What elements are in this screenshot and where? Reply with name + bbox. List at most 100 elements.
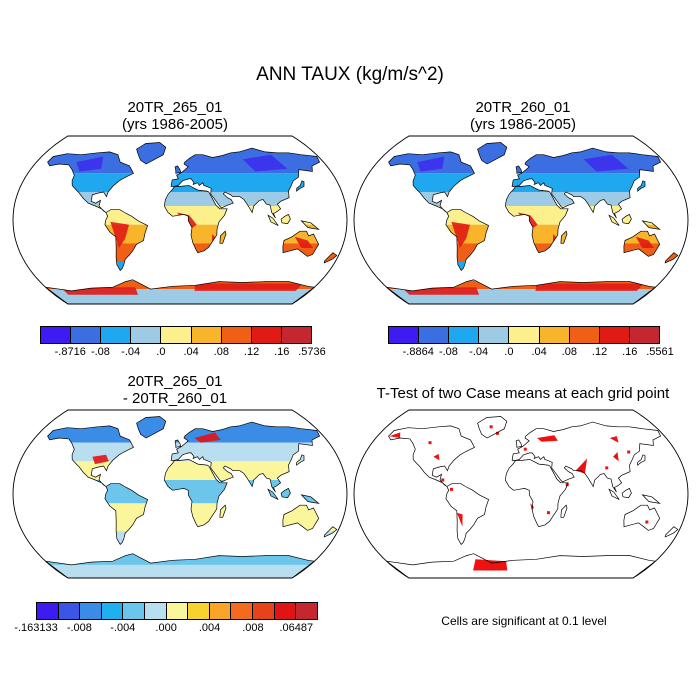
colorbar-tick-label: .04 [531, 346, 547, 358]
significance-cell [449, 487, 453, 491]
coastline [623, 504, 661, 531]
land-color-patch [194, 283, 303, 291]
coastline [641, 494, 661, 504]
colorbar-box [231, 603, 254, 619]
coastline [300, 220, 320, 230]
coastline [388, 151, 475, 213]
significance-region [537, 435, 558, 442]
land-color-band [45, 461, 337, 480]
significance-note: Cells are significant at 0.1 level [441, 614, 607, 628]
coastline [104, 483, 149, 545]
coastline [386, 553, 657, 579]
coastline [511, 147, 662, 219]
panel3-title-line1: 20TR_265_01 [127, 373, 223, 390]
significance-cell [441, 478, 445, 482]
coastline [477, 142, 508, 165]
coastline [136, 142, 167, 165]
colorbar-tick-label: .08 [561, 346, 577, 358]
land-color-patch [92, 454, 109, 465]
panel2-title-line1: 20TR_260_01 [475, 99, 571, 116]
colorbar-box [569, 327, 600, 343]
significance-cell [495, 431, 499, 435]
land-color-band [45, 550, 337, 565]
colorbar-box [58, 603, 81, 619]
colorbar-tick-label: -.008 [66, 622, 92, 634]
colorbar-box [539, 327, 570, 343]
coastline [515, 165, 523, 174]
coastline [504, 185, 569, 254]
colorbar-265 [40, 326, 312, 344]
map-border [353, 409, 689, 579]
panel1-title-line1: 20TR_265_01 [127, 99, 223, 116]
coastline [267, 488, 279, 500]
land-color-patch [451, 221, 470, 248]
coastline [621, 213, 632, 225]
land-color-band [45, 531, 337, 550]
significance-region [609, 436, 619, 443]
colorbar-260-labels: -.8864 -.08 -.04 .0 .04 .08 .12 .16 .5561 [388, 346, 674, 360]
colorbar-box [479, 327, 510, 343]
colorbar-tick-label: .5736 [298, 346, 326, 358]
significance-region [575, 458, 588, 474]
colorbar-box [253, 603, 275, 619]
panel3-title: 20TR_265_01 - 20TR_260_01 [5, 373, 345, 407]
coastline [608, 488, 620, 500]
colorbar-box [449, 327, 480, 343]
colorbar-box [629, 327, 659, 343]
land-color-patch [294, 236, 313, 248]
significance-region [433, 453, 440, 461]
colorbar-box [209, 603, 232, 619]
land-color-band [386, 289, 678, 304]
coastline [280, 487, 291, 499]
colorbar-tick-label: .000 [155, 622, 177, 634]
coastline [104, 209, 149, 271]
significance-cell [546, 511, 550, 515]
land-color-patch [417, 156, 445, 172]
coastline [296, 180, 305, 192]
colorbar-difference [36, 602, 318, 620]
panel4-title-line1: T-Test of two Case means at each grid po… [376, 385, 670, 402]
significance-region [389, 432, 401, 438]
colorbar-box [41, 327, 72, 343]
colorbar-260 [388, 326, 660, 344]
land-color-band [386, 142, 678, 174]
colorbar-265-labels: -.8716 -.08 -.04 .0 .04 .08 .12 .16 .5736 [40, 346, 326, 360]
colorbar-box [509, 327, 540, 343]
map-panel-ttest [353, 409, 689, 579]
coastline [282, 230, 320, 257]
colorbar-tick-label: .008 [242, 622, 264, 634]
colorbar-box [101, 603, 124, 619]
land-color-band [45, 262, 337, 281]
colorbar-tick-label: -.04 [469, 346, 489, 358]
significance-cell [645, 520, 649, 524]
coastline [641, 220, 661, 230]
significance-cell [523, 447, 527, 451]
coastline [560, 230, 568, 244]
colorbar-box [221, 327, 252, 343]
coastline [47, 151, 134, 213]
significance-region [613, 452, 619, 462]
significance-region [473, 559, 508, 571]
colorbar-tick-label: .5561 [646, 346, 674, 358]
coastline [504, 459, 569, 528]
colorbar-box [296, 603, 317, 619]
coastline [515, 439, 523, 448]
significance-cell [489, 425, 493, 429]
coastline [388, 425, 475, 487]
coastline [219, 504, 227, 518]
panel2-title-line2: (yrs 1986-2005) [470, 116, 576, 133]
map-panel-265 [12, 135, 348, 305]
panel4-title: T-Test of two Case means at each grid po… [343, 385, 700, 402]
colorbar-box [37, 603, 59, 619]
colorbar-tick-label: -.08 [438, 346, 458, 358]
coastline [136, 416, 167, 439]
land-color-band [45, 192, 337, 206]
panel2-title: 20TR_260_01 (yrs 1986-2005) [353, 99, 693, 133]
colorbar-tick-label: -.004 [110, 622, 136, 634]
colorbar-tick-label: .0 [504, 346, 514, 358]
coastline [300, 494, 320, 504]
colorbar-box [101, 327, 132, 343]
land-color-patch [635, 236, 654, 248]
colorbar-difference-labels: -.163133 -.008 -.004 .000 .004 .008 .06487 [14, 622, 318, 636]
land-color-patch [194, 432, 221, 443]
